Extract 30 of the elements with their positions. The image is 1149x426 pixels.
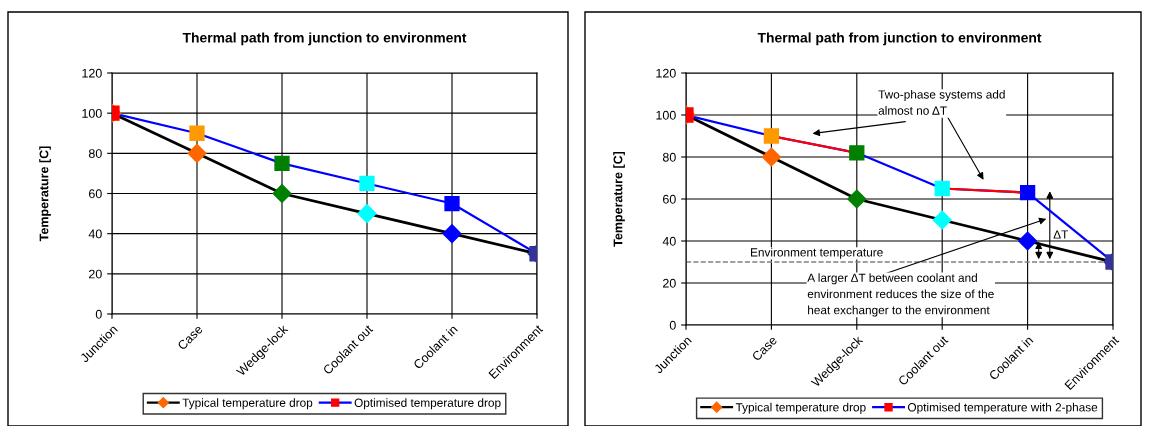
point — [187, 143, 207, 163]
y-tick-label: 100 — [82, 108, 102, 118]
y-tick-label: 80 — [88, 149, 102, 158]
legend-label: Typical temperature drop — [735, 402, 866, 414]
ref-line-label: Environment temperature — [751, 247, 883, 259]
y-tick-label: 40 — [662, 236, 676, 246]
chart-title: Thermal path from junction to environment — [757, 32, 1042, 46]
y-tick-label: 100 — [656, 110, 676, 120]
y-tick-label: 80 — [662, 152, 676, 162]
y-tick-label: 120 — [82, 68, 102, 78]
y-tick-label: 60 — [663, 194, 676, 204]
legend-label: Optimised temperature drop — [354, 398, 501, 410]
chart-title: Thermal path from junction to environment — [182, 32, 467, 46]
legend-label: Optimised temperature with 2-phase — [907, 402, 1098, 414]
point — [763, 128, 780, 144]
y-tick-label: 20 — [663, 278, 676, 288]
y-tick-label: 120 — [656, 68, 676, 78]
y-tick-label: 0 — [95, 309, 102, 319]
y-axis-title: Temperature [C] — [39, 146, 51, 242]
y-tick-label: 0 — [669, 320, 676, 330]
point — [761, 147, 781, 167]
y-tick-label: 20 — [89, 269, 102, 279]
annotation: Two-phase systems add almost no ΔT — [878, 89, 1005, 115]
y-tick-label: 60 — [89, 189, 102, 199]
point — [189, 125, 205, 141]
y-tick-label: 40 — [88, 229, 102, 239]
legend-label: Typical temperature drop — [182, 398, 313, 410]
annotation: ΔT — [1053, 230, 1069, 239]
annotation: A larger ΔT between coolant and environment reduces the size of the heat exchanger to the environment — [807, 273, 994, 317]
y-axis-title: Temperature [C] — [613, 151, 625, 247]
